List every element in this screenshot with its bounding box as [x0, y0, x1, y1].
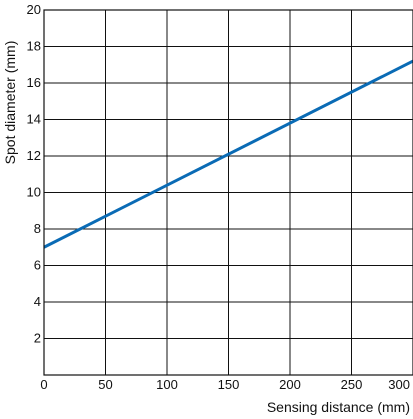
- x-tick-label: 150: [218, 377, 240, 392]
- y-tick-label: 12: [27, 148, 41, 163]
- y-tick-label: 8: [34, 221, 41, 236]
- x-tick-label: 0: [40, 377, 47, 392]
- y-axis-label: Spot diameter (mm): [2, 41, 18, 165]
- y-tick-label: 14: [27, 112, 41, 127]
- x-axis-label: Sensing distance (mm): [267, 399, 410, 415]
- plot-frame: [43, 9, 413, 376]
- series-layer: [43, 59, 413, 249]
- x-tick-label: 50: [98, 377, 112, 392]
- x-tick-label: 100: [156, 377, 178, 392]
- y-tick-label: 16: [27, 75, 41, 90]
- y-tick-label: 2: [34, 331, 41, 346]
- x-tick-label: 300: [388, 377, 410, 392]
- x-tick-label: 250: [341, 377, 363, 392]
- y-tick-label: 10: [27, 185, 41, 200]
- y-tick-label: 20: [27, 2, 41, 17]
- y-tick-label: 6: [34, 258, 41, 273]
- series-line: [43, 59, 413, 249]
- y-tick-label: 18: [27, 39, 41, 54]
- y-tick-labels: 2 4 6 8 10 12 14 16 18 20: [27, 2, 41, 346]
- y-tick-label: 4: [34, 294, 41, 309]
- x-tick-label: 200: [279, 377, 301, 392]
- grid: [44, 10, 413, 375]
- x-tick-labels: 0 50 100 150 200 250 300: [40, 377, 410, 392]
